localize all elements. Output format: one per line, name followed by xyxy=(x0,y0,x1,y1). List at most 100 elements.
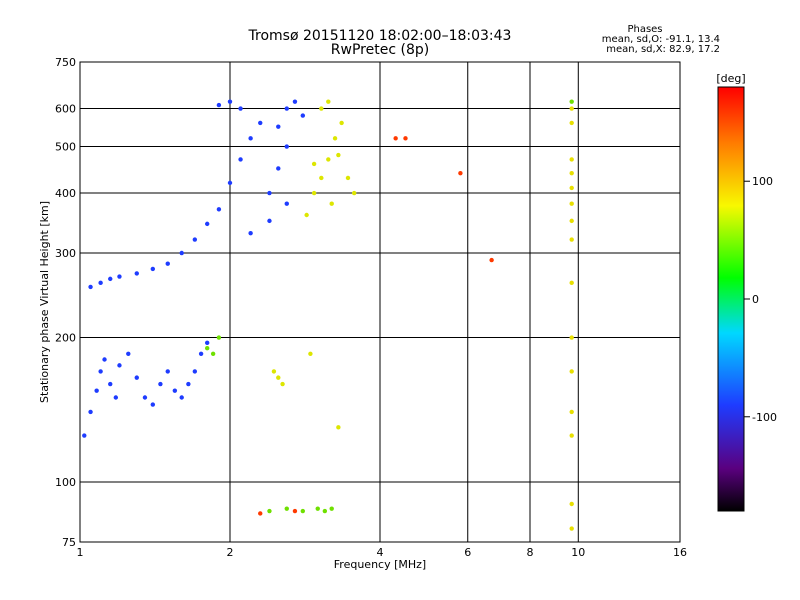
data-point xyxy=(326,99,331,104)
colorbar-tick-label: 100 xyxy=(752,175,773,188)
x-tick-label: 6 xyxy=(464,546,471,559)
y-tick-label: 400 xyxy=(55,187,76,200)
data-point xyxy=(126,351,131,356)
x-tick-label: 8 xyxy=(527,546,534,559)
data-point xyxy=(393,136,398,141)
data-point xyxy=(267,508,272,514)
data-point xyxy=(569,526,574,531)
data-point xyxy=(179,395,184,400)
data-point xyxy=(276,124,281,129)
data-point xyxy=(300,113,306,118)
data-point xyxy=(276,166,281,171)
y-tick-label: 750 xyxy=(55,56,76,69)
data-point xyxy=(569,120,574,126)
data-point xyxy=(192,369,198,374)
data-point xyxy=(108,381,113,387)
phases-header: Phases xyxy=(627,24,662,35)
data-point xyxy=(304,212,309,218)
data-point xyxy=(210,351,216,356)
data-point xyxy=(248,230,253,236)
data-point xyxy=(569,218,574,224)
data-point xyxy=(204,221,210,227)
data-point xyxy=(569,335,574,340)
phases-stats-o: mean, sd,O: -91.1, 13.4 xyxy=(602,34,720,45)
data-point xyxy=(319,175,324,181)
y-tick-label: 100 xyxy=(55,476,76,489)
data-point xyxy=(117,274,122,279)
data-point xyxy=(88,409,93,415)
data-point xyxy=(238,106,243,111)
data-point xyxy=(258,120,263,126)
x-ticks: 1 2 4 6 8 10 16 xyxy=(77,546,688,559)
x-tick-label: 4 xyxy=(377,546,384,559)
data-point xyxy=(300,508,306,514)
data-point xyxy=(569,185,574,191)
data-point xyxy=(165,369,170,374)
data-point xyxy=(311,190,317,196)
data-point xyxy=(339,120,344,126)
data-point xyxy=(569,157,574,162)
y-tick-label: 300 xyxy=(55,247,76,260)
data-point xyxy=(271,369,277,374)
colorbar-tick-label: -100 xyxy=(752,411,777,424)
data-point xyxy=(227,180,233,186)
colorbar-label: [deg] xyxy=(716,72,745,85)
data-point xyxy=(238,157,243,162)
x-tick-label: 10 xyxy=(571,546,585,559)
data-point xyxy=(113,395,119,400)
data-point xyxy=(172,388,178,393)
x-tick-label: 2 xyxy=(227,546,234,559)
y-tick-label: 600 xyxy=(55,103,76,116)
data-point xyxy=(569,237,574,242)
data-point xyxy=(186,381,191,387)
data-point xyxy=(82,433,87,438)
data-point xyxy=(292,508,298,514)
data-point xyxy=(569,501,574,507)
data-point xyxy=(569,201,574,206)
data-point xyxy=(569,280,574,286)
data-point xyxy=(248,136,253,141)
data-point xyxy=(134,271,139,276)
data-point xyxy=(204,340,210,346)
data-points xyxy=(82,99,574,531)
data-point xyxy=(94,388,99,393)
data-point xyxy=(351,190,357,196)
data-point xyxy=(204,346,210,351)
y-axis-label: Stationary phase Virtual Height [km] xyxy=(38,201,51,403)
data-point xyxy=(319,106,324,111)
data-point xyxy=(227,99,233,104)
data-point xyxy=(192,237,198,242)
data-point xyxy=(403,136,408,141)
data-point xyxy=(280,381,285,387)
data-point xyxy=(284,144,289,149)
x-tick-label: 1 xyxy=(77,546,84,559)
data-point xyxy=(329,201,334,206)
y-tick-label: 500 xyxy=(55,141,76,154)
data-point xyxy=(142,395,148,400)
data-point xyxy=(569,106,574,111)
data-point xyxy=(569,170,574,176)
data-point xyxy=(284,201,289,206)
data-point xyxy=(98,280,103,286)
data-point xyxy=(108,276,113,282)
data-point xyxy=(158,381,163,387)
data-point xyxy=(267,218,272,224)
y-tick-label: 75 xyxy=(62,536,76,549)
data-point xyxy=(322,508,328,514)
data-point xyxy=(216,207,222,212)
data-point xyxy=(569,369,574,374)
data-point xyxy=(165,261,170,266)
data-point xyxy=(345,175,351,181)
data-point xyxy=(88,284,93,290)
chart-title: Tromsø 20151120 18:02:00–18:03:43 xyxy=(248,28,512,44)
data-point xyxy=(150,266,156,272)
colorbar-ticks: 100 0 -100 xyxy=(744,175,777,424)
data-point xyxy=(569,409,574,415)
data-point xyxy=(98,369,103,374)
phases-stats-x: mean, sd,X: 82.9, 17.2 xyxy=(606,44,720,55)
data-point xyxy=(458,170,463,176)
colorbar-tick-label: 0 xyxy=(752,293,759,306)
data-point xyxy=(102,357,107,362)
data-point xyxy=(311,161,317,167)
x-axis-label: Frequency [MHz] xyxy=(334,558,426,571)
